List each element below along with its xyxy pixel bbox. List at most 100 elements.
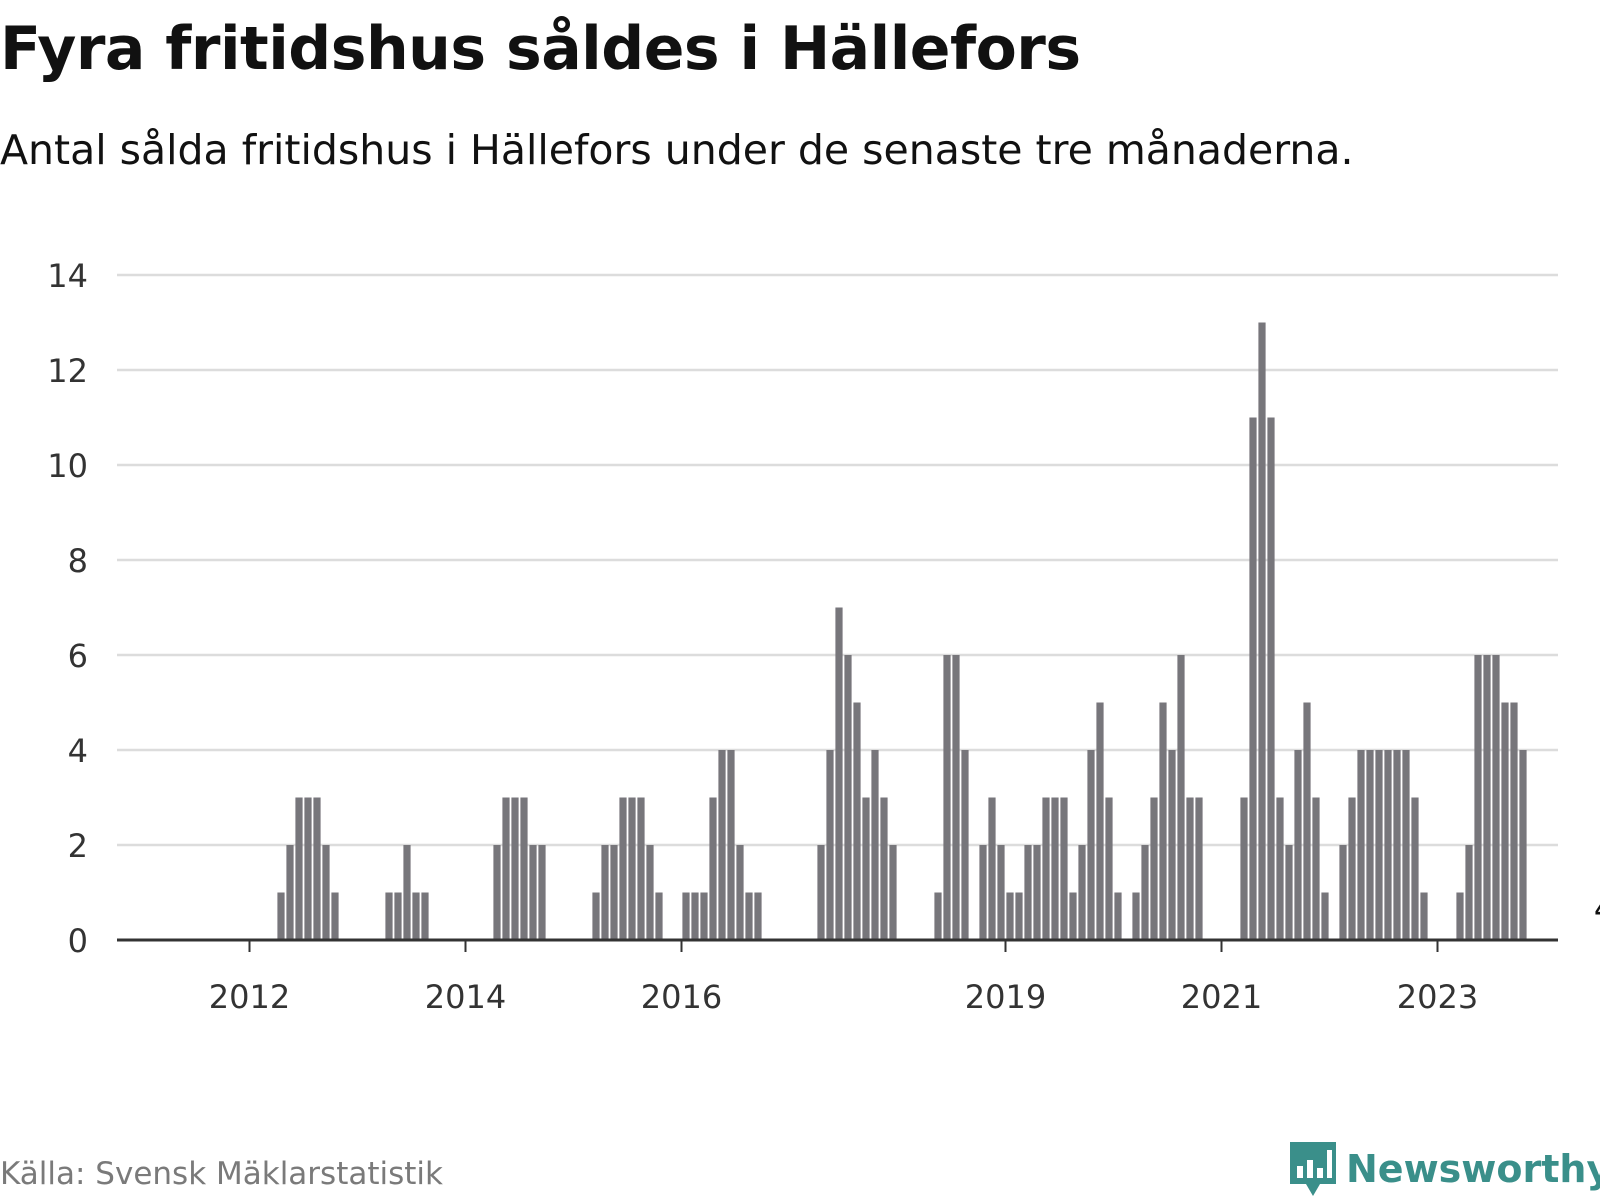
bar	[1258, 322, 1266, 940]
bar	[277, 892, 285, 940]
chart-title: Fyra fritidshus såldes i Hällefors	[0, 14, 1081, 84]
y-tick-label: 14	[47, 257, 88, 295]
bar	[1510, 702, 1518, 940]
bar	[1375, 750, 1383, 940]
source-note: Källa: Svensk Mäklarstatistik	[0, 1156, 443, 1192]
bar	[1384, 750, 1392, 940]
bar	[997, 845, 1005, 940]
bar	[1312, 797, 1320, 940]
bar	[1492, 655, 1500, 940]
bar	[592, 892, 600, 940]
bar	[601, 845, 609, 940]
bar	[880, 797, 888, 940]
bar	[1519, 750, 1527, 940]
bar	[529, 845, 537, 940]
bar	[1348, 797, 1356, 940]
bar	[1357, 750, 1365, 940]
bar	[988, 797, 996, 940]
bar	[727, 750, 735, 940]
bar	[718, 750, 726, 940]
bar	[1483, 655, 1491, 940]
bar	[1042, 797, 1050, 940]
bar	[1006, 892, 1014, 940]
bar	[1105, 797, 1113, 940]
bar	[1141, 845, 1149, 940]
bar	[385, 892, 393, 940]
bar	[538, 845, 546, 940]
bar	[619, 797, 627, 940]
bar	[1177, 655, 1185, 940]
bar	[1411, 797, 1419, 940]
bar	[637, 797, 645, 940]
bar	[1321, 892, 1329, 940]
y-tick-label: 10	[47, 447, 88, 485]
bar	[826, 750, 834, 940]
bar	[1501, 702, 1509, 940]
bar	[1168, 750, 1176, 940]
bar	[286, 845, 294, 940]
bar	[520, 797, 528, 940]
bar	[745, 892, 753, 940]
x-tick-label: 2014	[425, 978, 506, 1016]
y-tick-label: 2	[68, 827, 88, 865]
bar	[853, 702, 861, 940]
y-tick-label: 6	[68, 637, 88, 675]
bar	[1366, 750, 1374, 940]
bar	[1195, 797, 1203, 940]
bar	[394, 892, 402, 940]
y-tick-label: 8	[68, 542, 88, 580]
bar	[1087, 750, 1095, 940]
bar	[889, 845, 897, 940]
bar	[1267, 417, 1275, 940]
bar	[952, 655, 960, 940]
bar	[1303, 702, 1311, 940]
x-tick-label: 2021	[1181, 978, 1262, 1016]
bar	[1402, 750, 1410, 940]
bar	[1240, 797, 1248, 940]
bar	[754, 892, 762, 940]
x-tick-label: 2016	[641, 978, 722, 1016]
bar	[1276, 797, 1284, 940]
bar	[943, 655, 951, 940]
bar	[493, 845, 501, 940]
bar	[1339, 845, 1347, 940]
bar	[709, 797, 717, 940]
bar	[961, 750, 969, 940]
x-tick-label: 2019	[965, 978, 1046, 1016]
bar	[331, 892, 339, 940]
bar	[1294, 750, 1302, 940]
bar	[403, 845, 411, 940]
bar	[295, 797, 303, 940]
bar	[1015, 892, 1023, 940]
bar	[1393, 750, 1401, 940]
bar	[1249, 417, 1257, 940]
bar	[1285, 845, 1293, 940]
data-label-latest: 4	[1594, 890, 1600, 928]
bar	[691, 892, 699, 940]
newsworthy-logo-icon	[1290, 1142, 1336, 1196]
brand-name: Newsworthy	[1346, 1147, 1600, 1191]
bar	[682, 892, 690, 940]
bar-chart: 0246810121420122014201620192021202344	[47, 257, 1600, 1016]
bar	[1024, 845, 1032, 940]
bar	[511, 797, 519, 940]
brand-logo: Newsworthy	[1288, 1140, 1600, 1198]
bar	[979, 845, 987, 940]
bar	[1456, 892, 1464, 940]
bar	[313, 797, 321, 940]
bar	[1150, 797, 1158, 940]
bar	[502, 797, 510, 940]
y-tick-label: 12	[47, 352, 88, 390]
bar	[610, 845, 618, 940]
bar	[736, 845, 744, 940]
bar	[844, 655, 852, 940]
bar	[322, 845, 330, 940]
x-tick-label: 2012	[209, 978, 290, 1016]
bar	[871, 750, 879, 940]
bar	[655, 892, 663, 940]
y-tick-label: 0	[68, 922, 88, 960]
x-tick-label: 2023	[1397, 978, 1478, 1016]
bar	[934, 892, 942, 940]
bar	[628, 797, 636, 940]
bar	[1060, 797, 1068, 940]
